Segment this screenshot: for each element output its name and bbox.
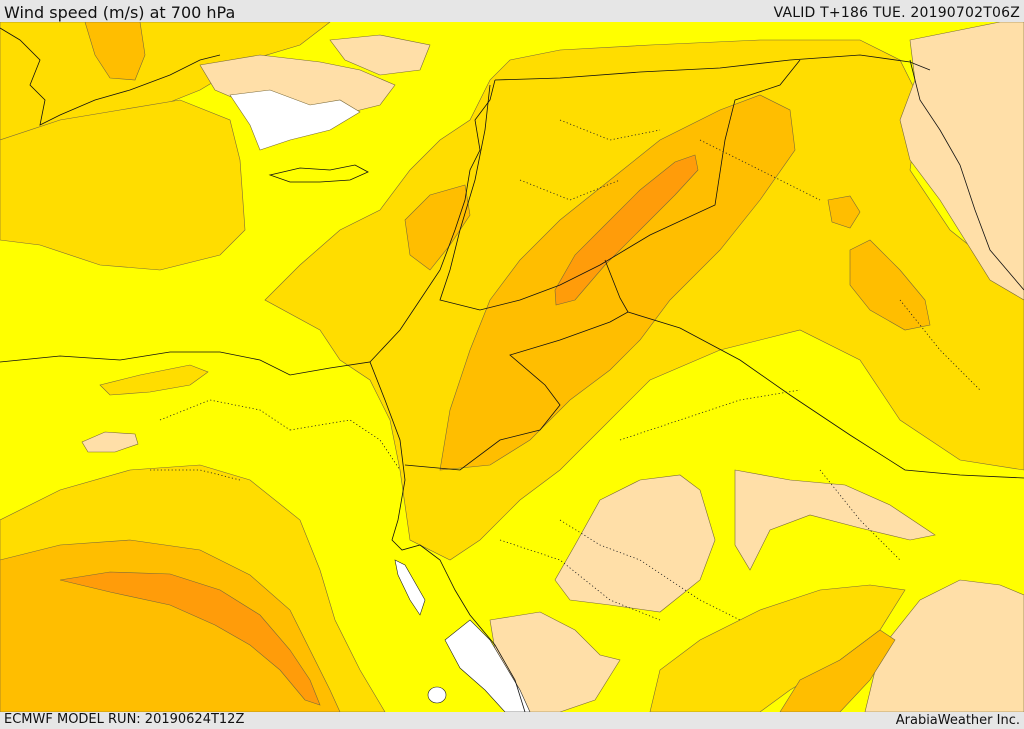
wind-contour-high xyxy=(84,22,146,81)
model-run-label: ECMWF MODEL RUN: 20190624T12Z xyxy=(4,712,245,727)
wind-contour-low xyxy=(81,431,139,453)
wind-contour-high xyxy=(827,195,861,229)
wind-contour-very-high xyxy=(59,571,321,706)
provider-label: ArabiaWeather Inc. xyxy=(895,713,1020,728)
valid-time-label: VALID T+186 TUE. 20190702T06Z xyxy=(773,5,1020,21)
country-border xyxy=(909,59,1024,291)
footer-bar: ECMWF MODEL RUN: 20190624T12Z ArabiaWeat… xyxy=(0,712,1024,729)
wind-contour-lowest xyxy=(229,89,361,151)
wind-contour-elevated xyxy=(649,584,906,712)
red-sea xyxy=(394,559,426,616)
country-border xyxy=(439,59,801,311)
wind-contour-high xyxy=(439,94,796,471)
island xyxy=(427,686,447,704)
map-title: Wind speed (m/s) at 700 hPa xyxy=(4,3,236,22)
province-border xyxy=(150,119,981,621)
wind-contour-very-high xyxy=(554,154,699,306)
header-bar: Wind speed (m/s) at 700 hPa VALID T+186 … xyxy=(0,0,1024,22)
wind-contour-high xyxy=(779,629,896,712)
red-sea xyxy=(444,619,531,712)
wind-contour-low xyxy=(899,22,1024,301)
wind-contour-low xyxy=(554,474,716,613)
wind-contour-low xyxy=(329,34,431,76)
country-border xyxy=(627,311,1024,479)
wind-contour-low xyxy=(734,469,936,571)
coastline xyxy=(494,54,931,81)
coastline xyxy=(268,164,369,183)
wind-contour-elevated xyxy=(99,364,209,396)
coastline xyxy=(0,351,526,712)
coastline xyxy=(369,79,496,363)
coastline xyxy=(0,27,221,126)
wind-contour-elevated xyxy=(0,99,246,271)
wind-speed-map[interactable] xyxy=(0,22,1024,712)
wind-contour-high xyxy=(849,239,931,331)
country-border xyxy=(404,259,629,471)
